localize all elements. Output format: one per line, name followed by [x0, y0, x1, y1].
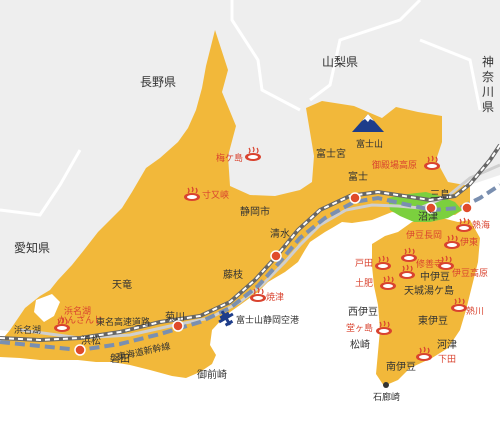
label-kanagawa-4: 県 [482, 100, 494, 114]
onsen-icon-shuzenji [399, 264, 415, 279]
label-kikugawa: 菊川 [165, 311, 185, 323]
label-hamamatsu: 浜松 [81, 334, 101, 347]
label-atami: 熱海 [472, 219, 490, 231]
onsen-icon-atami [456, 217, 472, 232]
label-toi: 土肥 [355, 277, 373, 289]
onsen-icon-dogashima [376, 320, 392, 335]
label-kanagawa-3: 川 [482, 85, 494, 99]
onsen-icon-izukogen [438, 255, 454, 270]
label-airport: 富士山静岡空港 [236, 314, 299, 326]
label-kanzanji-2: かんざんじ [58, 314, 103, 326]
izu-peninsula [372, 218, 480, 386]
label-matsuzaki: 松崎 [350, 338, 370, 351]
label-atagawa: 熱川 [466, 305, 484, 317]
label-nishiizu: 西伊豆 [348, 306, 378, 318]
label-aichi: 愛知県 [14, 241, 50, 255]
label-yaizu: 焼津 [266, 292, 284, 303]
stations [74, 192, 473, 356]
label-hamanako: 浜名湖 [14, 324, 41, 336]
label-yamanashi: 山梨県 [322, 55, 358, 69]
label-iwata: 磐田 [110, 352, 130, 365]
label-amagi: 天城湯ケ島 [404, 284, 454, 297]
station-mishima [425, 202, 437, 214]
station-hamamatsu [74, 344, 86, 356]
label-kanagawa-1: 神 [482, 55, 494, 69]
onsen-icon-heda [375, 255, 391, 270]
onsen-icon-umegashima [245, 146, 261, 161]
shinkansen-line [0, 183, 500, 353]
prefecture-land-shizuoka [0, 30, 470, 378]
label-ito: 伊東 [460, 236, 478, 248]
onsen-icon-kanzanji [54, 317, 70, 332]
irozaki-point [383, 382, 389, 388]
onsen-icon-ito [444, 234, 460, 249]
label-mishima: 三島 [430, 188, 450, 201]
label-nagano: 長野県 [140, 75, 176, 89]
label-higashiizu: 東伊豆 [418, 314, 448, 327]
hamanako-lake [34, 294, 60, 322]
onsen-icon-atagawa [451, 297, 467, 312]
label-tenryu: 天竜 [112, 278, 132, 291]
onsen-icon-izunagaoka [401, 247, 417, 262]
label-kanzanji-1: 浜名湖 [64, 305, 91, 317]
onsen-icon-yaizu [250, 287, 266, 302]
label-shimoda: 下田 [438, 354, 456, 365]
label-fuji: 富士 [348, 170, 368, 183]
onsen-icon-sunmata [184, 186, 200, 201]
airport-icon [218, 310, 234, 327]
label-omaezaki: 御前崎 [197, 368, 227, 381]
label-irozaki: 石廊崎 [373, 391, 400, 403]
label-mt-fuji: 富士山 [356, 138, 383, 150]
label-izunagaoka: 伊豆長岡 [406, 229, 442, 241]
label-fujieda: 藤枝 [223, 268, 243, 281]
label-izukogen: 伊豆高原 [452, 267, 488, 279]
label-fujinomiya: 富士宮 [316, 147, 346, 160]
label-shuzenji: 修善寺 [416, 258, 443, 270]
label-minamiizu: 南伊豆 [386, 360, 416, 373]
label-shimizu: 清水 [270, 227, 290, 240]
label-nakaizu: 中伊豆 [420, 270, 450, 283]
onsen-icon-toi [380, 275, 396, 290]
label-kanagawa-2: 奈 [482, 70, 494, 84]
label-tomei-highway: 東名高速道路 [96, 316, 150, 328]
label-heda: 戸田 [355, 258, 373, 269]
label-gotemba: 御殿場高原 [372, 159, 417, 171]
label-umegashima: 梅ケ島 [216, 152, 243, 164]
onsen-icon-gotemba [424, 155, 440, 170]
label-numazu: 沼津 [418, 210, 438, 223]
mt-fuji-icon [352, 114, 384, 132]
label-sunmata: 寸又峡 [202, 189, 229, 201]
onsen-icon-shimoda [416, 346, 432, 361]
station-kakegawa [172, 320, 184, 332]
prefecture-borders [0, 0, 482, 217]
label-dogashima: 堂ヶ島 [346, 322, 373, 334]
onsen-icons [54, 146, 472, 361]
station-atami [461, 202, 473, 214]
tomei-highway-dash [0, 144, 500, 342]
station-fuji [349, 192, 361, 204]
label-kawazu: 河津 [437, 339, 457, 351]
station-shizuoka [270, 250, 282, 262]
label-shizuoka: 静岡市 [240, 205, 270, 218]
